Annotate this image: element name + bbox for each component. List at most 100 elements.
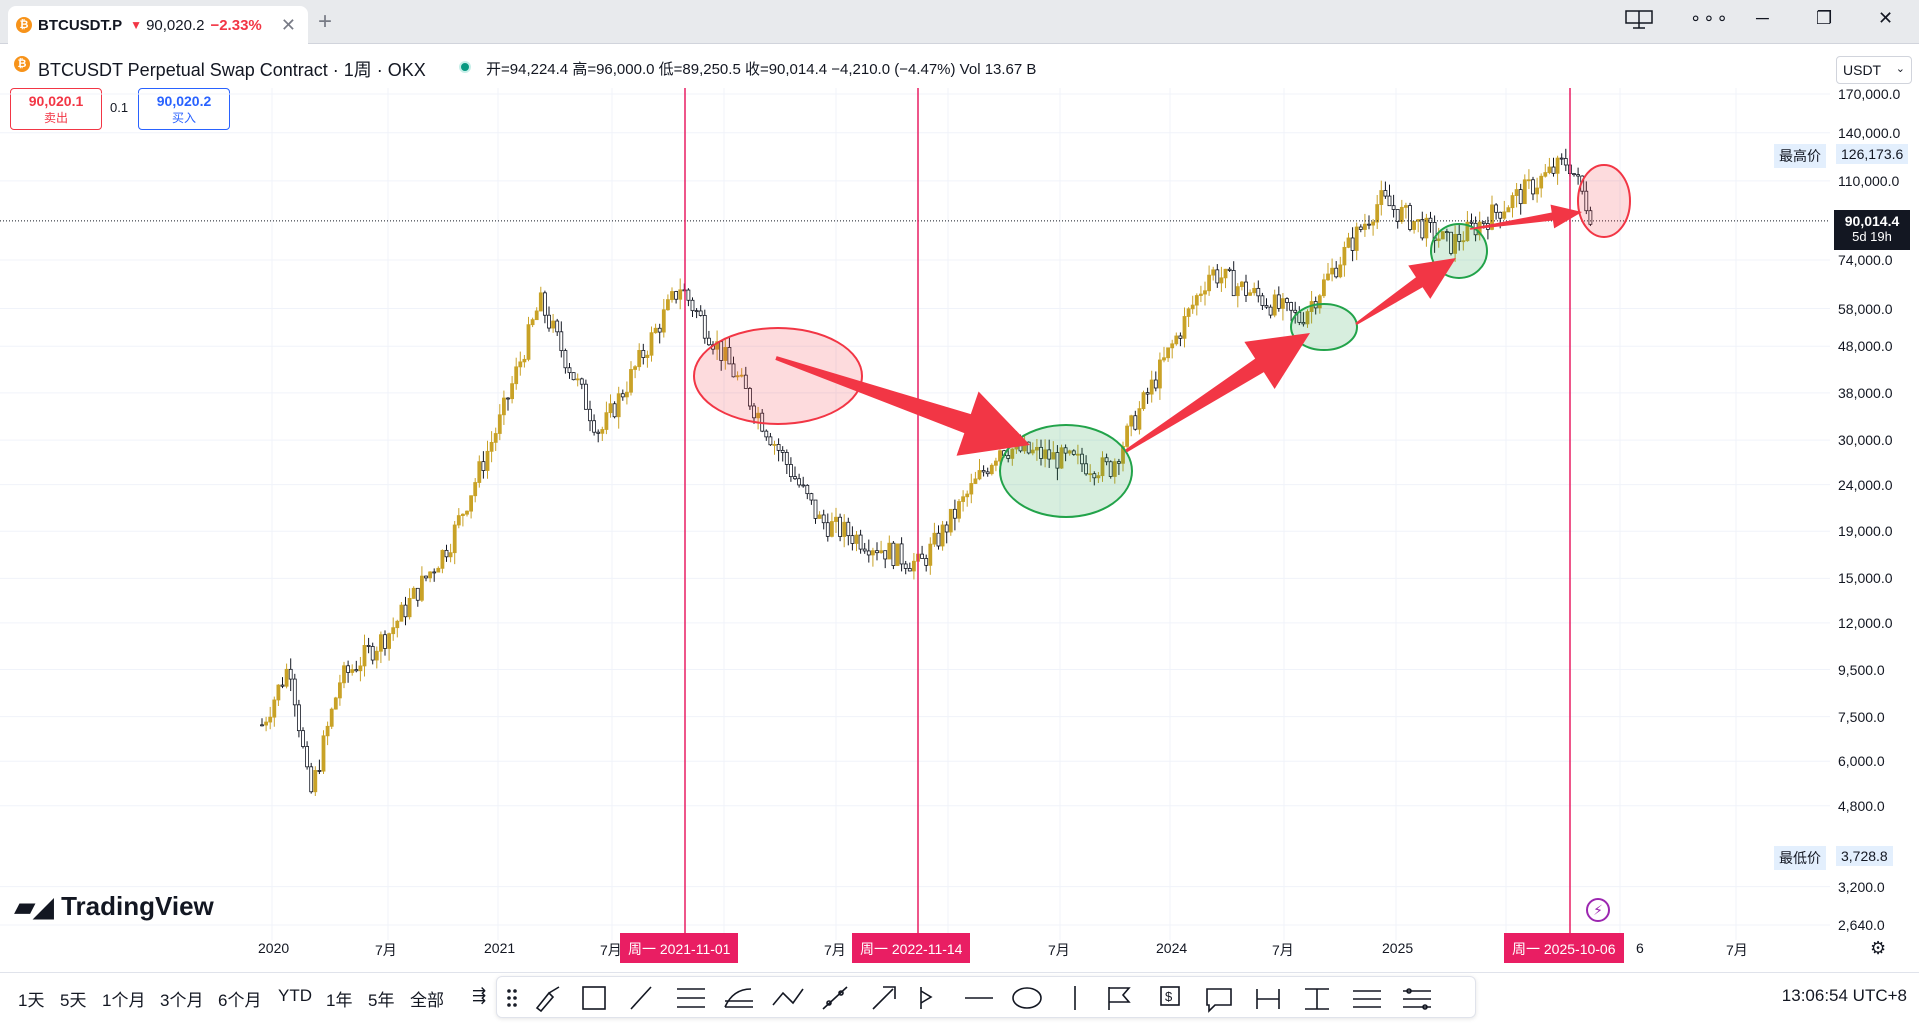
candle-body: [1248, 292, 1252, 296]
candle-body: [994, 460, 998, 466]
chevron-down-icon: ⌄: [1895, 63, 1905, 75]
candle-body: [575, 378, 580, 381]
timeframe-1y[interactable]: 1年: [326, 991, 353, 1010]
flag-icon[interactable]: [1108, 987, 1131, 1010]
candle-body: [809, 493, 814, 501]
lightning-icon[interactable]: ⚡: [1586, 898, 1610, 922]
candle-body: [534, 310, 539, 321]
pattern-icon[interactable]: [772, 988, 804, 1006]
candle-body: [1137, 408, 1142, 430]
symbol-tab[interactable]: ₿ BTCUSDT.P ▼ 90,020.2 −2.33% ✕: [8, 6, 308, 44]
candle-body: [1285, 298, 1289, 303]
new-tab-button[interactable]: +: [318, 8, 333, 35]
vertical-line-date-label[interactable]: 周一 2021-11-01: [620, 933, 739, 963]
more-icon[interactable]: ∘∘∘: [1690, 8, 1730, 28]
brush-icon[interactable]: [535, 986, 560, 1013]
layout-icon[interactable]: [1624, 8, 1654, 35]
compare-icon[interactable]: ⇶: [472, 986, 487, 1005]
vertical-line-date-label[interactable]: 周一 2025-10-06: [1504, 933, 1624, 963]
candle-body: [1404, 205, 1408, 208]
highlight-ellipse-red: [693, 327, 863, 425]
candle-body: [366, 645, 371, 647]
fib-retracement-icon[interactable]: [724, 988, 753, 1008]
candle-body: [743, 374, 748, 389]
price-axis-label: 19,000.0: [1838, 523, 1893, 540]
measure-icon[interactable]: [1256, 989, 1280, 1009]
timeframe-5y[interactable]: 5年: [368, 991, 395, 1010]
candle-body: [932, 532, 937, 545]
path-icon[interactable]: [822, 986, 848, 1010]
ohlc-values: 开=94,224.4 高=96,000.0 低=89,250.5 收=90,01…: [486, 61, 1037, 78]
date-range-icon[interactable]: [1305, 988, 1329, 1010]
candle-body: [1412, 220, 1416, 230]
timeframe-all[interactable]: 全部: [410, 991, 444, 1010]
ellipse-icon[interactable]: [1012, 987, 1042, 1009]
candle-body: [1223, 268, 1228, 279]
candle-body: [891, 542, 896, 566]
price-chart[interactable]: [0, 88, 1919, 940]
symbol-title[interactable]: BTCUSDT Perpetual Swap Contract · 1周 · O…: [38, 60, 426, 80]
gann-icon[interactable]: [920, 987, 933, 1009]
candle-body: [973, 478, 978, 484]
candle-body: [481, 461, 486, 471]
rectangle-icon[interactable]: [582, 986, 606, 1010]
candle-body: [1436, 238, 1441, 242]
close-window-button[interactable]: ✕: [1878, 8, 1894, 28]
short-position-icon[interactable]: [1403, 988, 1431, 1010]
sell-price: 90,020.1: [28, 93, 84, 109]
candle-body: [1174, 335, 1179, 345]
trend-arrow: [1355, 258, 1456, 326]
buy-button[interactable]: 90,020.2 买入: [138, 88, 230, 130]
candle-body: [1543, 172, 1548, 177]
trend-line-icon[interactable]: [630, 986, 652, 1010]
candle-body: [1399, 206, 1404, 222]
price-axis-label: 9,500.0: [1838, 661, 1885, 678]
candle-body: [1391, 205, 1396, 210]
long-position-icon[interactable]: [1353, 990, 1381, 1008]
candle-body: [776, 444, 781, 451]
currency-select[interactable]: USDT ⌄: [1836, 56, 1912, 84]
arrow-tool-icon[interactable]: [872, 986, 896, 1010]
time-label: 7月: [600, 942, 622, 958]
minimize-button[interactable]: ─: [1756, 8, 1769, 28]
candle-body: [1194, 295, 1199, 306]
candle-body: [596, 431, 601, 434]
restore-button[interactable]: ❐: [1816, 8, 1833, 28]
candle-body: [670, 291, 674, 301]
timeframe-6m[interactable]: 6个月: [218, 991, 262, 1010]
candle-body: [1100, 457, 1105, 477]
settings-gear-icon[interactable]: ⚙: [1870, 938, 1887, 958]
candle-body: [1358, 226, 1363, 230]
candle-body: [723, 347, 728, 361]
tab-change: −2.33%: [210, 16, 262, 34]
candle-body: [592, 420, 596, 433]
timeframe-3m[interactable]: 3个月: [160, 991, 204, 1010]
candle-body: [292, 678, 297, 706]
sell-button[interactable]: 90,020.1 卖出: [10, 88, 102, 130]
candle-body: [940, 524, 945, 547]
parallel-channel-icon[interactable]: [677, 988, 705, 1008]
candle-body: [1494, 204, 1498, 213]
price-range-icon[interactable]: $: [1160, 986, 1180, 1006]
close-tab-icon[interactable]: ✕: [280, 14, 296, 35]
candle-body: [1108, 461, 1113, 477]
callout-icon[interactable]: [1206, 988, 1232, 1013]
candle-body: [497, 414, 502, 434]
candle-body: [1215, 269, 1220, 284]
vertical-line-date-label[interactable]: 周一 2022-11-14: [852, 933, 971, 963]
candle-body: [608, 403, 613, 414]
down-arrow-icon: ▼: [130, 18, 143, 32]
candle-body: [899, 543, 904, 565]
clock[interactable]: 13:06:54 UTC+8: [1781, 986, 1907, 1005]
time-label: 2021: [484, 940, 516, 956]
drag-handle-icon[interactable]: [507, 989, 517, 1007]
candle-body: [362, 645, 367, 667]
candle-body: [645, 354, 650, 358]
candle-body: [1375, 204, 1380, 223]
candle-body: [296, 704, 301, 732]
timeframe-1d[interactable]: 1天: [18, 991, 45, 1010]
candle-body: [928, 543, 933, 566]
timeframe-ytd[interactable]: YTD: [278, 986, 312, 1005]
timeframe-5d[interactable]: 5天: [60, 991, 87, 1010]
timeframe-1m[interactable]: 1个月: [102, 991, 146, 1010]
